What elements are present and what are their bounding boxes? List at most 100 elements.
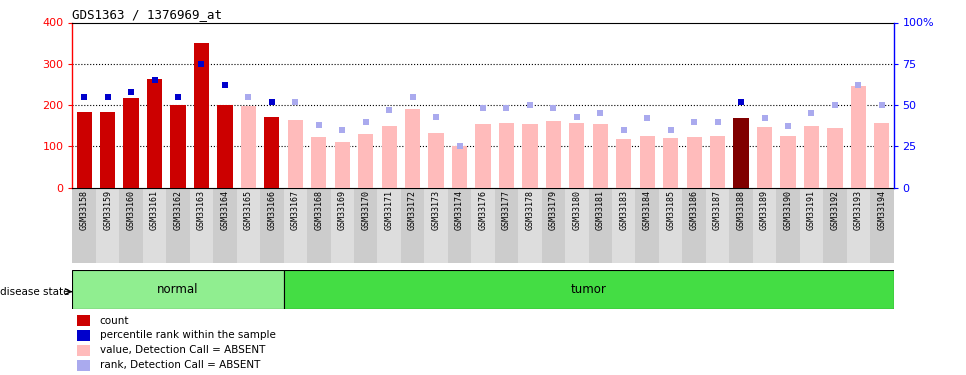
Bar bbox=[217, 105, 233, 188]
Text: GSM33167: GSM33167 bbox=[291, 190, 299, 230]
Text: GSM33161: GSM33161 bbox=[150, 190, 159, 230]
Bar bbox=[757, 127, 772, 188]
Text: GSM33164: GSM33164 bbox=[220, 190, 230, 230]
Bar bbox=[777, 188, 800, 262]
Text: GSM33184: GSM33184 bbox=[642, 190, 652, 230]
Bar bbox=[284, 188, 307, 262]
Text: count: count bbox=[99, 315, 129, 326]
Bar bbox=[663, 138, 678, 188]
Bar bbox=[682, 188, 706, 262]
Bar bbox=[639, 136, 655, 188]
Bar bbox=[76, 112, 92, 188]
Text: GSM33174: GSM33174 bbox=[455, 190, 464, 230]
Text: GSM33179: GSM33179 bbox=[549, 190, 558, 230]
Text: disease state: disease state bbox=[0, 286, 72, 297]
Bar bbox=[733, 118, 749, 188]
Bar bbox=[823, 188, 846, 262]
Bar bbox=[147, 80, 162, 188]
Bar bbox=[475, 124, 491, 188]
Bar bbox=[729, 188, 753, 262]
Text: GSM33166: GSM33166 bbox=[268, 190, 276, 230]
Bar bbox=[612, 188, 636, 262]
Bar bbox=[77, 315, 90, 326]
Bar bbox=[401, 188, 424, 262]
Text: GSM33169: GSM33169 bbox=[338, 190, 347, 230]
Bar bbox=[307, 188, 330, 262]
Bar bbox=[874, 123, 890, 188]
Text: GSM33176: GSM33176 bbox=[478, 190, 488, 230]
Bar bbox=[213, 188, 237, 262]
Bar bbox=[565, 188, 588, 262]
Bar bbox=[77, 330, 90, 341]
Bar bbox=[471, 188, 495, 262]
Bar bbox=[405, 109, 420, 188]
Bar bbox=[120, 188, 143, 262]
Text: GSM33188: GSM33188 bbox=[736, 190, 746, 230]
Text: value, Detection Call = ABSENT: value, Detection Call = ABSENT bbox=[99, 345, 265, 355]
Bar bbox=[495, 188, 518, 262]
Text: GSM33180: GSM33180 bbox=[572, 190, 582, 230]
Text: GSM33185: GSM33185 bbox=[667, 190, 675, 230]
Bar bbox=[77, 345, 90, 356]
Bar bbox=[448, 188, 471, 262]
Bar bbox=[260, 188, 284, 262]
Bar bbox=[523, 124, 537, 188]
Text: GSM33163: GSM33163 bbox=[197, 190, 206, 230]
Text: GSM33187: GSM33187 bbox=[713, 190, 723, 230]
Bar bbox=[354, 188, 378, 262]
Bar bbox=[330, 188, 354, 262]
Bar bbox=[710, 136, 725, 188]
Bar bbox=[687, 137, 701, 188]
Text: GSM33171: GSM33171 bbox=[384, 190, 394, 230]
Text: GSM33178: GSM33178 bbox=[526, 190, 534, 230]
Bar bbox=[546, 121, 561, 188]
Text: GSM33194: GSM33194 bbox=[877, 190, 887, 230]
Bar bbox=[706, 188, 729, 262]
Bar bbox=[870, 188, 894, 262]
Bar bbox=[636, 188, 659, 262]
Bar bbox=[77, 360, 90, 370]
Bar bbox=[588, 188, 612, 262]
Bar bbox=[100, 112, 115, 188]
Bar bbox=[569, 123, 584, 188]
Bar bbox=[72, 270, 284, 309]
Bar bbox=[781, 136, 796, 188]
Text: GSM33160: GSM33160 bbox=[127, 190, 135, 230]
Bar bbox=[334, 142, 350, 188]
Bar bbox=[265, 117, 279, 188]
Bar bbox=[498, 123, 514, 188]
Bar bbox=[827, 128, 842, 188]
Bar bbox=[143, 188, 166, 262]
Text: GSM33191: GSM33191 bbox=[807, 190, 816, 230]
Bar bbox=[96, 188, 120, 262]
Text: GSM33190: GSM33190 bbox=[783, 190, 792, 230]
Bar bbox=[616, 139, 632, 188]
Text: GSM33192: GSM33192 bbox=[831, 190, 839, 230]
Bar bbox=[284, 270, 894, 309]
Text: GSM33159: GSM33159 bbox=[103, 190, 112, 230]
Text: GSM33186: GSM33186 bbox=[690, 190, 698, 230]
Bar bbox=[170, 105, 185, 188]
Text: GDS1363 / 1376969_at: GDS1363 / 1376969_at bbox=[72, 8, 222, 21]
Bar bbox=[846, 188, 870, 262]
Bar bbox=[800, 188, 823, 262]
Text: GSM33165: GSM33165 bbox=[243, 190, 253, 230]
Text: GSM33189: GSM33189 bbox=[760, 190, 769, 230]
Text: GSM33177: GSM33177 bbox=[502, 190, 511, 230]
Bar bbox=[851, 87, 866, 188]
Bar bbox=[194, 43, 209, 188]
Text: GSM33181: GSM33181 bbox=[596, 190, 605, 230]
Bar bbox=[311, 137, 327, 188]
Bar bbox=[189, 188, 213, 262]
Text: GSM33162: GSM33162 bbox=[174, 190, 183, 230]
Bar bbox=[593, 124, 608, 188]
Text: percentile rank within the sample: percentile rank within the sample bbox=[99, 330, 275, 340]
Text: rank, Detection Call = ABSENT: rank, Detection Call = ABSENT bbox=[99, 360, 260, 370]
Bar bbox=[166, 188, 189, 262]
Text: GSM33158: GSM33158 bbox=[79, 190, 89, 230]
Bar bbox=[804, 126, 819, 188]
Bar bbox=[753, 188, 777, 262]
Bar bbox=[518, 188, 542, 262]
Text: tumor: tumor bbox=[571, 283, 607, 296]
Bar bbox=[124, 98, 139, 188]
